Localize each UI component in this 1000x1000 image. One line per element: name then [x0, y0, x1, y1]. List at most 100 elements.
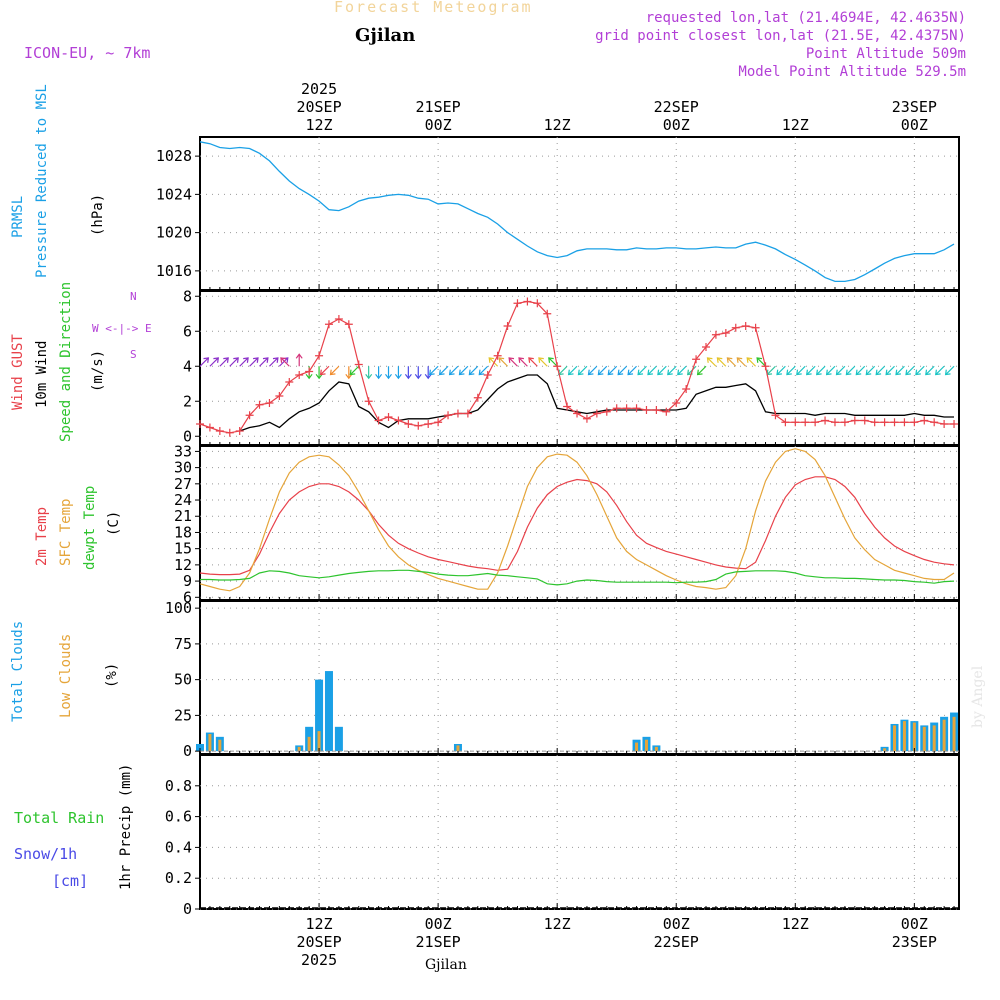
y-tick-label: 0.4 [165, 838, 192, 856]
snow-label: Snow/1h [14, 845, 78, 863]
rain-label: Total Rain [14, 809, 105, 827]
wind-arrow-head [567, 369, 574, 376]
y-tick-label: 6 [183, 588, 192, 606]
wind-direction-arrow [239, 357, 249, 367]
gust-marker [225, 428, 234, 437]
wind-direction-arrow [707, 357, 717, 367]
wind-direction-arrow [249, 357, 259, 367]
low-cloud-bar [902, 721, 906, 752]
bottom-time-label: 2025 [301, 951, 337, 969]
wind-direction-arrow [259, 357, 269, 367]
gust-marker [731, 323, 740, 332]
panel-frame [199, 754, 960, 910]
wind-arrow-head [597, 369, 604, 376]
wind-arrow-head [577, 369, 584, 376]
wind-arrow-head [272, 357, 279, 363]
wind-direction-arrow [776, 365, 786, 376]
wind-arrow-head [365, 373, 373, 380]
wind-direction-arrow [865, 365, 876, 376]
y-tick-label: 1028 [156, 147, 192, 165]
gust-marker [473, 393, 482, 402]
wind-direction-arrow [518, 357, 528, 367]
wind-direction-arrow [667, 365, 677, 376]
wind-direction-arrow [459, 365, 469, 376]
wind-direction-arrow [786, 365, 796, 376]
y-tick-label: 15 [174, 540, 192, 558]
gust-marker [503, 322, 512, 330]
wind-direction-arrow [657, 365, 667, 376]
gust-marker [235, 427, 244, 435]
gust-marker [930, 418, 939, 427]
wind-direction-arrow [697, 365, 707, 376]
wind-arrow-head [865, 369, 872, 376]
gust-marker [632, 404, 641, 413]
low-cloud-bar [208, 733, 212, 752]
wind-arrow-head [498, 357, 505, 363]
wind-arrow-head [855, 369, 862, 376]
gust-marker [463, 409, 472, 418]
bottom-time-label: 12Z [306, 915, 333, 933]
gust-marker [622, 404, 631, 413]
wind-direction-arrow [627, 365, 637, 376]
gust-marker [493, 351, 502, 360]
y-tick-label: 18 [174, 523, 192, 541]
low-cloud-bar [317, 731, 321, 752]
gust-marker [582, 414, 591, 423]
gust-marker [751, 323, 760, 332]
gust-marker [870, 418, 879, 427]
wind-arrow-head [458, 369, 465, 376]
low-cloud-bar [307, 736, 311, 752]
wind-direction-arrow [637, 365, 647, 376]
low-cloud-bar [942, 719, 946, 752]
gust-marker [741, 322, 750, 330]
sfc-temp-line [199, 448, 955, 592]
low-cloud-bar [635, 742, 639, 752]
low-cloud-bar [893, 725, 897, 752]
gust-marker [910, 418, 919, 427]
gust-marker [404, 420, 413, 428]
gust-marker [592, 409, 601, 418]
top-time-label: 12Z [782, 116, 809, 134]
wind-direction-arrow [885, 365, 895, 376]
gust-marker [523, 297, 532, 306]
wind-direction-arrow [229, 357, 239, 367]
wind-direction-arrow [568, 365, 578, 376]
wind-direction-arrow [945, 365, 955, 376]
gust-marker [324, 320, 333, 329]
wind-direction-arrow [588, 365, 598, 376]
wind-direction-arrow [677, 365, 687, 376]
low-cloud-bar [883, 748, 887, 752]
gust-marker [196, 420, 204, 428]
gust-marker [761, 362, 770, 371]
wind-arrow-head [915, 369, 921, 376]
gust-marker [354, 360, 363, 369]
gust-marker [682, 385, 691, 393]
top-time-label: 22SEP [654, 98, 699, 116]
wind-arrow-head [716, 357, 723, 363]
gust-marker [444, 411, 453, 420]
gust-marker [880, 418, 889, 427]
wind-direction-arrow [429, 365, 439, 376]
bottom-time-label: 22SEP [654, 933, 699, 951]
top-time-label: 00Z [901, 116, 928, 134]
y-tick-label: 2 [183, 392, 192, 410]
bottom-time-label: 12Z [782, 915, 809, 933]
wind-direction-arrow [816, 365, 826, 376]
compass-n: N [130, 290, 137, 303]
wind-arrow-head [587, 369, 594, 376]
wind-arrow-head [538, 357, 544, 363]
wind-arrow-head [776, 369, 782, 376]
top-time-label: 12Z [544, 116, 571, 134]
bottom-time-label: 00Z [901, 915, 928, 933]
bottom-time-label: 20SEP [296, 933, 341, 951]
wind-direction-arrow [845, 365, 856, 376]
wind-arrow-head [885, 369, 892, 376]
wind-arrow-head [627, 369, 634, 376]
gust-marker [553, 362, 562, 371]
grid-point-coords: grid point closest lon,lat (21.5E, 42.43… [595, 28, 966, 44]
y-tick-label: 4 [183, 357, 192, 375]
gust-marker [215, 427, 224, 435]
y-tick-label: 1016 [156, 262, 192, 280]
wind-arrow-head [448, 369, 455, 376]
wind-direction-arrow [439, 365, 449, 376]
